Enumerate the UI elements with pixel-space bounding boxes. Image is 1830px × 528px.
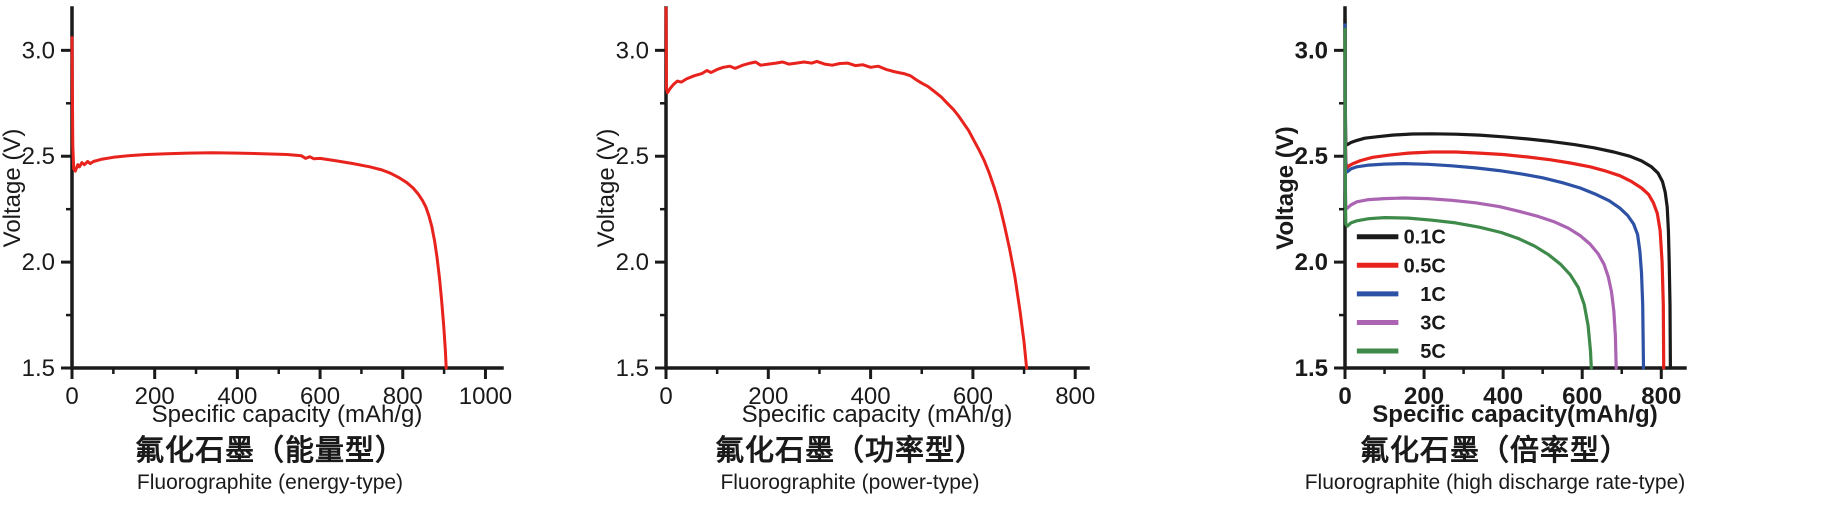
figure-power-type: 0 200 400 600 800 1.5 2.0 2.5 3.0 Specific capaci…: [570, 0, 1130, 496]
chart-rate-type: 0 200 400 600 800 1.5 2.0 2.5 3.0 Specific capaci…: [1272, 6, 1687, 428]
chart-energy-type: 0 200 400 600 800 1000 1.5 2.0 2.5 3.0 Specific ca…: [0, 6, 512, 428]
caption-zh-power: 氟化石墨（功率型）: [714, 435, 985, 467]
figure-rate-type: 0 200 400 600 800 1.5 2.0 2.5 3.0 Specific capaci…: [1160, 0, 1830, 496]
caption-en-power: Fluorographite (power-type): [720, 471, 980, 494]
y-axis-title: Voltage (V): [1272, 126, 1299, 250]
x-tick-label: 800: [1641, 383, 1681, 410]
x-tick-label: 600: [953, 383, 993, 410]
x-axis-title: Specific capacity (mAh/g): [742, 401, 1013, 428]
y-tick-label: 2.0: [616, 249, 649, 276]
legend-label-1C: 1C: [1420, 284, 1446, 306]
y-axis-title: Voltage (V): [0, 129, 26, 248]
caption-en-energy: Fluorographite (energy-type): [136, 471, 404, 494]
caption-zh-energy: 氟化石墨（能量型）: [134, 435, 405, 467]
y-tick-label: 2.5: [616, 143, 649, 170]
figure-energy-type: 0 200 400 600 800 1000 1.5 2.0 2.5 3.0 Specific ca…: [0, 0, 540, 496]
series-1C: [1343, 23, 1646, 370]
x-tick-label: 200: [1404, 383, 1444, 410]
series-3C: [1343, 65, 1618, 370]
y-tick-label: 3.0: [616, 37, 649, 64]
legend-label-5C: 5C: [1420, 341, 1446, 363]
x-tick-label: 200: [748, 383, 788, 410]
axes: 0 200 400 600 800 1.5 2.0 2.5 3.0: [1295, 6, 1687, 410]
series-0.1C: [1343, 17, 1672, 370]
x-tick-label: 800: [383, 383, 423, 410]
series-5C: [1343, 27, 1593, 370]
x-axis-title: Specific capacity(mAh/g): [1372, 401, 1657, 428]
series-discharge: [70, 36, 448, 370]
legend: 0.1C 0.5C 1C 3C 5C: [1356, 227, 1446, 363]
y-tick-label: 2.0: [1295, 249, 1328, 276]
x-tick-label: 600: [300, 383, 340, 410]
axes: 0 200 400 600 800 1.5 2.0 2.5 3.0: [616, 6, 1095, 410]
x-tick-label: 600: [1562, 383, 1602, 410]
series-discharge: [664, 6, 1029, 370]
x-tick-label: 1000: [459, 383, 512, 410]
legend-label-0.1C: 0.1C: [1404, 227, 1446, 249]
y-tick-label: 3.0: [1295, 37, 1328, 64]
x-tick-label: 0: [659, 383, 672, 410]
y-tick-label: 1.5: [616, 355, 649, 382]
x-tick-label: 400: [1483, 383, 1523, 410]
y-tick-label: 1.5: [22, 355, 55, 382]
caption-en-rate: Fluorographite (high discharge rate-type…: [1304, 471, 1686, 494]
figures-row: 0 200 400 600 800 1000 1.5 2.0 2.5 3.0 Specific ca…: [0, 0, 1830, 496]
y-tick-label: 2.5: [22, 143, 55, 170]
x-axis-title: Specific capacity (mAh/g): [152, 401, 423, 428]
y-tick-label: 2.5: [1295, 143, 1328, 170]
x-tick-label: 800: [1055, 383, 1095, 410]
series-0.5C: [1343, 27, 1666, 370]
y-tick-label: 1.5: [1295, 355, 1328, 382]
caption-zh-rate: 氟化石墨（倍率型）: [1359, 435, 1630, 467]
x-tick-label: 400: [851, 383, 891, 410]
x-tick-label: 0: [1338, 383, 1351, 410]
x-tick-label: 400: [217, 383, 257, 410]
x-tick-label: 200: [135, 383, 175, 410]
y-axis-title: Voltage (V): [593, 129, 620, 248]
y-tick-label: 2.0: [22, 249, 55, 276]
legend-label-3C: 3C: [1420, 312, 1446, 334]
x-tick-label: 0: [65, 383, 78, 410]
y-tick-label: 3.0: [22, 37, 55, 64]
legend-label-0.5C: 0.5C: [1404, 255, 1446, 277]
axes: 0 200 400 600 800 1000 1.5 2.0 2.5 3.0: [22, 6, 512, 410]
chart-power-type: 0 200 400 600 800 1.5 2.0 2.5 3.0 Specific capaci…: [593, 6, 1095, 428]
